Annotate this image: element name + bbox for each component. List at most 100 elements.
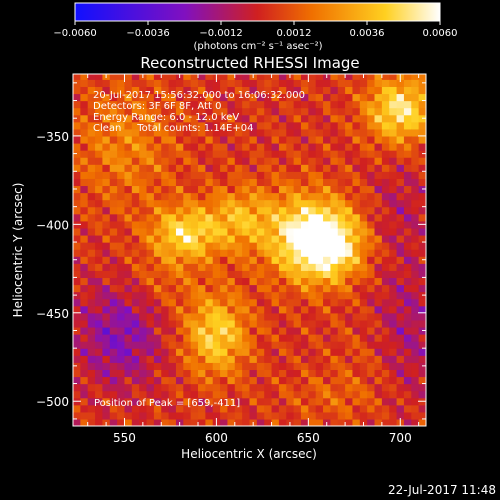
heatmap-cell <box>367 369 376 378</box>
heatmap-cell <box>117 390 126 399</box>
heatmap-cell <box>396 411 405 420</box>
heatmap-cell <box>73 100 81 109</box>
heatmap-cell <box>190 178 199 187</box>
heatmap-cell <box>117 411 126 420</box>
heatmap-cell <box>256 107 265 116</box>
heatmap-cell <box>396 404 405 413</box>
heatmap-cell <box>403 242 412 250</box>
heatmap-cell <box>117 93 126 102</box>
heatmap-cell <box>117 284 126 293</box>
heatmap-cell <box>227 376 236 385</box>
heatmap-cell <box>315 242 324 250</box>
heatmap-cell <box>315 383 324 392</box>
colorbar-gradient <box>74 2 441 22</box>
heatmap-cell <box>418 86 426 95</box>
heatmap-cell <box>249 150 258 158</box>
heatmap-cell <box>161 355 170 363</box>
heatmap-cell <box>139 376 148 385</box>
heatmap-cell <box>80 390 89 399</box>
heatmap-cell <box>403 150 412 158</box>
heatmap-cell <box>374 369 383 378</box>
heatmap-cell <box>403 185 412 194</box>
heatmap-cell <box>249 376 258 385</box>
heatmap-cell <box>168 341 177 349</box>
heatmap-cell <box>352 157 361 165</box>
heatmap-cell <box>359 157 368 165</box>
heatmap-cell <box>264 213 273 222</box>
heatmap-cell <box>389 227 398 236</box>
heatmap-cell <box>359 411 368 420</box>
heatmap-cell <box>352 128 361 137</box>
heatmap-cell <box>205 164 214 172</box>
heatmap-cell <box>352 227 361 236</box>
heatmap-cell <box>308 319 317 328</box>
heatmap-cell <box>117 418 126 426</box>
heatmap-cell <box>205 114 214 123</box>
heatmap-cell <box>205 284 214 293</box>
heatmap-cell <box>315 341 324 349</box>
heatmap-cell <box>367 93 376 102</box>
heatmap-cell <box>212 263 221 271</box>
heatmap-cell <box>95 199 104 208</box>
heatmap-cell <box>374 341 383 349</box>
heatmap-cell <box>102 326 111 335</box>
heatmap-cell <box>109 178 118 187</box>
heatmap-cell <box>73 171 81 179</box>
heatmap-cell <box>367 150 376 158</box>
heatmap-cell <box>367 206 376 215</box>
heatmap-cell <box>389 100 398 109</box>
heatmap-cell <box>411 142 420 151</box>
heatmap-cell <box>411 74 420 80</box>
heatmap-cell <box>286 100 295 109</box>
heatmap-cell <box>337 411 346 420</box>
heatmap-cell <box>87 411 96 420</box>
heatmap-cell <box>205 234 214 243</box>
heatmap-cell <box>161 277 170 286</box>
heatmap-cell <box>242 242 251 250</box>
heatmap-cell <box>293 227 302 236</box>
heatmap-cell <box>352 305 361 314</box>
heatmap-cell <box>87 242 96 250</box>
heatmap-cell <box>124 256 133 264</box>
heatmap-cell <box>109 121 118 130</box>
heatmap-cell <box>153 150 162 158</box>
heatmap-cell <box>367 234 376 243</box>
heatmap-cell <box>175 185 184 194</box>
heatmap-cell <box>95 249 104 257</box>
heatmap-cell <box>315 355 324 363</box>
heatmap-cell <box>205 142 214 151</box>
heatmap-cell <box>249 220 258 229</box>
heatmap-cell <box>418 164 426 172</box>
heatmap-cell <box>227 79 236 87</box>
heatmap-cell <box>249 199 258 208</box>
heatmap-cell <box>367 376 376 385</box>
heatmap-cell <box>95 341 104 349</box>
heatmap-cell <box>102 341 111 349</box>
heatmap-cell <box>345 348 354 356</box>
heatmap-cell <box>381 376 390 385</box>
heatmap-cell <box>227 397 236 406</box>
heatmap-cell <box>153 298 162 307</box>
heatmap-cell <box>389 192 398 201</box>
heatmap-cell <box>117 362 126 370</box>
plot-area: 550 600 650 700−350−400−450−500 <box>36 73 427 445</box>
heatmap-cell <box>168 213 177 222</box>
heatmap-cell <box>271 390 280 399</box>
heatmap-cell <box>161 242 170 250</box>
heatmap-cell <box>367 220 376 229</box>
heatmap-cell <box>293 298 302 307</box>
heatmap-cell <box>249 86 258 95</box>
heatmap-cell <box>117 341 126 349</box>
heatmap-cell <box>418 334 426 342</box>
heatmap-cell <box>242 277 251 286</box>
heatmap-cell <box>367 157 376 165</box>
heatmap-cell <box>87 86 96 95</box>
heatmap-cell <box>153 355 162 363</box>
heatmap-cell <box>242 348 251 356</box>
heatmap-cell <box>227 383 236 392</box>
heatmap-cell <box>418 178 426 187</box>
heatmap-cell <box>352 390 361 399</box>
heatmap-cell <box>359 298 368 307</box>
heatmap-cell <box>220 383 229 392</box>
heatmap-cell <box>256 404 265 413</box>
